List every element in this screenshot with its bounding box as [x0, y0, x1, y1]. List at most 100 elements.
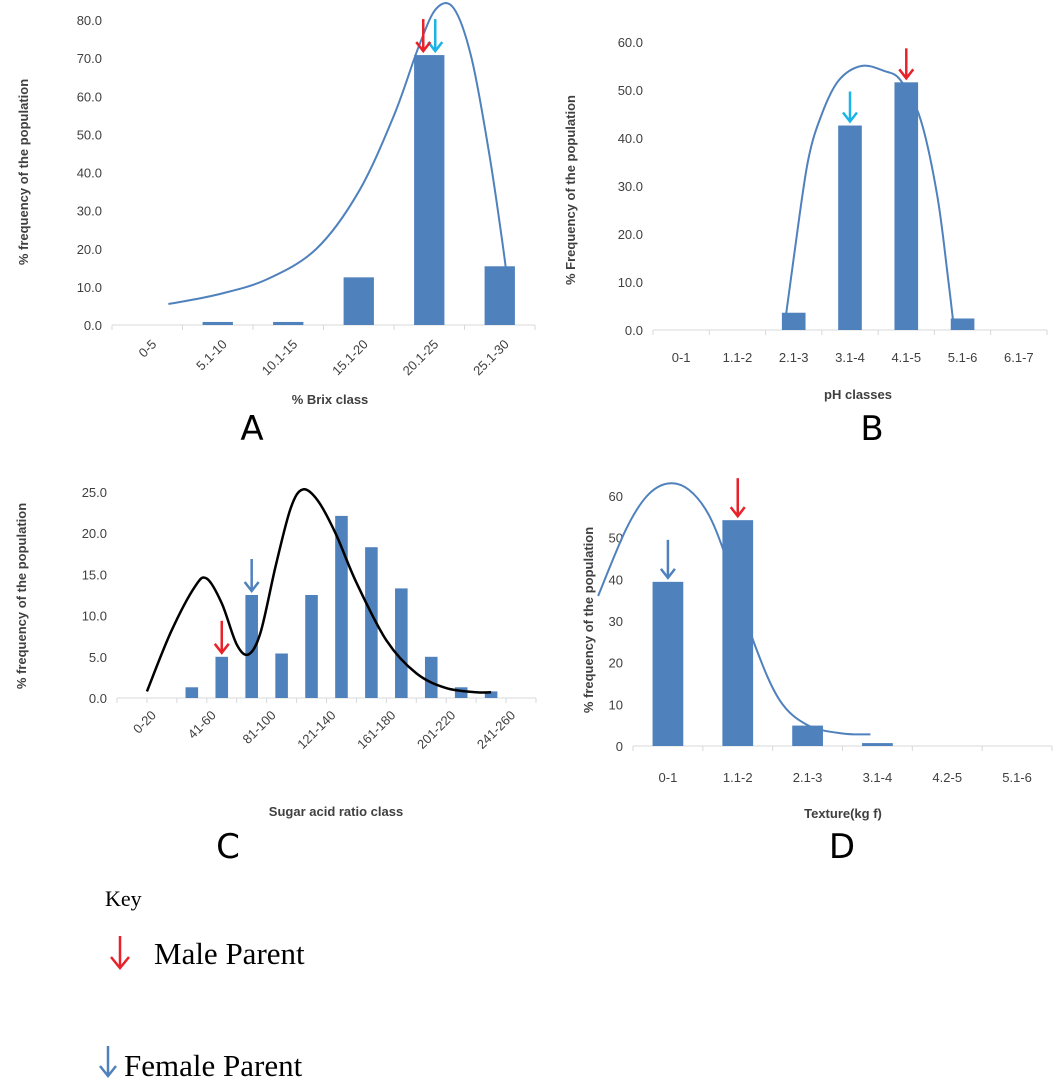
x-axis-title: % Brix class — [292, 392, 369, 407]
panel-letter-a: A — [240, 409, 263, 449]
y-tick-label: 10.0 — [82, 609, 107, 624]
x-tick-label: 5.1-6 — [1002, 770, 1032, 785]
male-parent-arrow-icon — [213, 620, 230, 655]
bar — [395, 588, 408, 698]
female-parent-arrow-icon-head — [842, 111, 858, 124]
y-tick-label: 0.0 — [84, 318, 102, 333]
bar — [792, 725, 823, 746]
male-parent-arrow-icon — [415, 19, 432, 54]
female-parent-key-icon — [99, 1046, 117, 1079]
y-tick-label: 40.0 — [77, 166, 102, 181]
bar — [484, 266, 515, 325]
y-tick-label: 20.0 — [77, 242, 102, 257]
x-tick-label: 0-20 — [130, 708, 159, 737]
x-tick-label: 3.1-4 — [835, 350, 865, 365]
x-tick-label: 6.1-7 — [1004, 350, 1034, 365]
fitted-curve — [784, 64, 956, 331]
x-tick-label: 201-220 — [414, 708, 458, 752]
x-tick-label: 41-60 — [185, 708, 219, 742]
male-parent-key-label: Male Parent — [154, 936, 305, 971]
x-axis-title: Texture(kg f) — [804, 806, 882, 821]
y-tick-label: 20.0 — [618, 227, 643, 242]
y-tick-label: 20.0 — [82, 526, 107, 541]
bar — [838, 125, 862, 331]
y-tick-label: 40.0 — [618, 131, 643, 146]
female-parent-arrow-icon — [427, 19, 444, 54]
bar — [343, 277, 374, 325]
bar — [454, 687, 468, 698]
y-tick-label: 70.0 — [77, 51, 102, 66]
male-parent-arrow-icon — [898, 48, 915, 81]
y-axis-title: % frequency of the population — [581, 527, 596, 713]
bar — [273, 321, 304, 325]
panel-letter-d: D — [829, 827, 855, 867]
female-parent-arrow-icon-head — [659, 568, 676, 580]
y-tick-label: 80.0 — [77, 13, 102, 28]
x-axis-title: Sugar acid ratio class — [269, 804, 403, 819]
x-tick-label: 0-1 — [672, 350, 691, 365]
fitted-curve — [597, 482, 871, 736]
bar — [365, 547, 378, 698]
y-tick-label: 25.0 — [82, 485, 107, 500]
bar — [202, 321, 233, 325]
x-tick-label: 2.1-3 — [793, 770, 823, 785]
bar — [781, 312, 806, 330]
x-tick-label: 121-140 — [294, 708, 338, 752]
x-tick-label: 81-100 — [240, 708, 279, 747]
y-tick-label: 0.0 — [89, 691, 107, 706]
panel-letter-c: C — [216, 827, 240, 867]
female-parent-arrow-icon — [842, 91, 858, 124]
y-tick-label: 15.0 — [82, 567, 107, 582]
y-tick-label: 0 — [616, 739, 623, 754]
y-tick-label: 30 — [609, 614, 623, 629]
bar — [215, 656, 229, 698]
y-tick-label: 10.0 — [77, 280, 102, 295]
chart-panel-d: 0 10 20 30 40 50 60 0-1 1.1-2 2.1-3 3.1-4 4.2-5 5.1-… — [581, 478, 1053, 821]
male-parent-key-icon — [110, 936, 130, 970]
y-tick-label: 50.0 — [77, 127, 102, 142]
female-parent-key-label: Female Parent — [124, 1048, 303, 1082]
y-tick-label: 10 — [609, 697, 623, 712]
y-tick-label: 50.0 — [618, 83, 643, 98]
y-tick-label: 30.0 — [618, 179, 643, 194]
female-parent-arrow-icon — [243, 559, 260, 594]
bar — [414, 55, 445, 325]
y-tick-label: 50 — [609, 531, 623, 546]
bar — [305, 595, 318, 698]
y-axis-title: % Frequency of the population — [563, 95, 578, 285]
male-parent-arrow-icon-head — [213, 643, 230, 655]
chart-panel-a: 0.0 10.0 20.0 30.0 40.0 50.0 60.0 70.0 80.0 0-5 5.… — [16, 2, 536, 407]
bar — [275, 653, 288, 698]
male-parent-arrow-icon-head — [898, 68, 915, 81]
x-tick-label: 3.1-4 — [863, 770, 893, 785]
x-tick-label: 15.1-20 — [329, 337, 371, 379]
x-tick-label: 0-1 — [659, 770, 678, 785]
x-tick-label: 1.1-2 — [723, 350, 753, 365]
chart-panel-b: 0.0 10.0 20.0 30.0 40.0 50.0 60.0 0-1 1.1-2 2.1-3… — [563, 35, 1048, 402]
female-parent-arrow-icon-head — [427, 41, 444, 54]
y-tick-label: 30.0 — [77, 204, 102, 219]
x-tick-label: 5.1-10 — [193, 337, 230, 374]
female-parent-arrow-icon-head — [243, 581, 260, 594]
y-tick-label: 5.0 — [89, 650, 107, 665]
bar — [652, 581, 684, 746]
x-tick-label: 10.1-15 — [259, 337, 301, 379]
panel-letter-b: B — [860, 409, 883, 449]
y-tick-label: 10.0 — [618, 275, 643, 290]
x-tick-label: 161-180 — [354, 708, 398, 752]
y-tick-label: 60.0 — [77, 89, 102, 104]
bar — [484, 691, 498, 698]
x-tick-label: 4.1-5 — [891, 350, 921, 365]
bar — [894, 82, 919, 330]
female-parent-arrow-icon — [659, 539, 676, 580]
chart-panel-c: 0.0 5.0 10.0 15.0 20.0 25.0 0-20 41-60 81-100 121… — [14, 485, 537, 819]
y-tick-label: 60.0 — [618, 35, 643, 50]
x-tick-label: 241-260 — [474, 708, 518, 752]
x-tick-label: 1.1-2 — [723, 770, 753, 785]
bar — [245, 595, 258, 698]
x-tick-label: 2.1-3 — [779, 350, 809, 365]
x-tick-label: 5.1-6 — [948, 350, 978, 365]
y-tick-label: 60 — [609, 489, 623, 504]
x-tick-label: 25.1-30 — [470, 337, 512, 379]
